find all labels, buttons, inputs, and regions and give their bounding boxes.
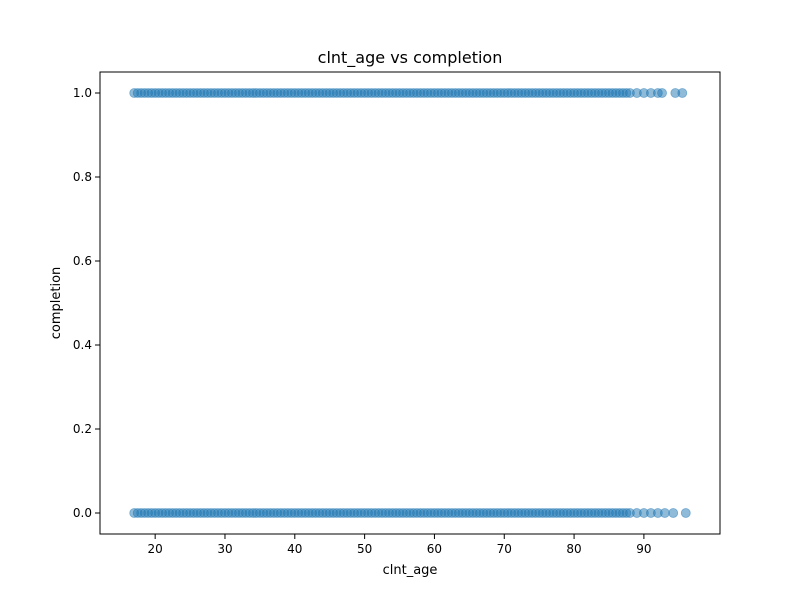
- scatter-point: [657, 88, 667, 98]
- y-tick-label: 0.4: [73, 338, 92, 352]
- x-tick-label: 20: [148, 542, 163, 556]
- y-axis-ticks: 0.0 0.2 0.4 0.6 0.8 1.0: [73, 86, 100, 520]
- y-tick-label: 0.6: [73, 254, 92, 268]
- x-tick-label: 40: [287, 542, 302, 556]
- x-tick-label: 30: [217, 542, 232, 556]
- x-tick-label: 80: [566, 542, 581, 556]
- y-tick-label: 1.0: [73, 86, 92, 100]
- scatter-point: [677, 88, 688, 98]
- chart-title: clnt_age vs completion: [318, 48, 503, 68]
- y-axis-label: completion: [49, 267, 64, 340]
- scatter-point: [668, 508, 679, 518]
- data-points: [129, 88, 691, 518]
- scatter-point: [680, 508, 691, 518]
- x-axis-label: clnt_age: [383, 563, 438, 578]
- y-tick-label: 0.8: [73, 170, 92, 184]
- y-tick-label: 0.2: [73, 422, 92, 436]
- x-axis-ticks: 20 30 40 50 60 70 80 90: [148, 534, 652, 556]
- x-tick-label: 50: [357, 542, 372, 556]
- x-tick-label: 60: [427, 542, 442, 556]
- x-tick-label: 70: [497, 542, 512, 556]
- plot-frame: [99, 71, 721, 535]
- y-tick-label: 0.0: [73, 506, 92, 520]
- scatter-point: [659, 508, 670, 518]
- x-tick-label: 90: [636, 542, 651, 556]
